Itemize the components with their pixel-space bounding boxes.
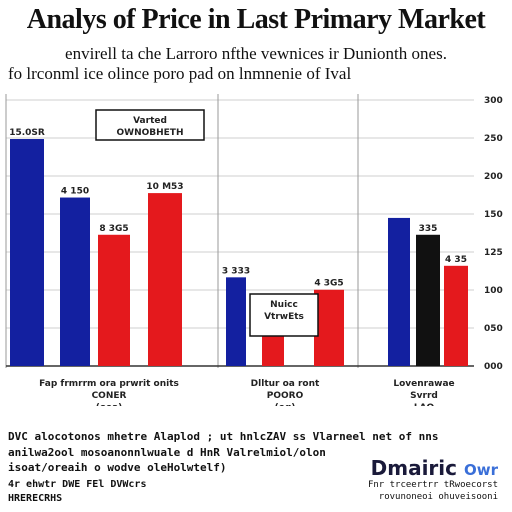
category-label: POORO [267, 391, 304, 401]
logo-main-text: Dmairic [370, 456, 458, 480]
annotation-text: OWNOBHETH [117, 128, 184, 138]
bars [10, 139, 468, 366]
chart-subtitle-line2: fo lrconml ice olince poro pad on lnmnen… [8, 64, 352, 83]
y-tick-label: 250 [484, 134, 503, 144]
bar [262, 330, 284, 366]
chart-subtitle-line1: envirell ta che Larroro nfthe vewnices i… [65, 44, 447, 63]
y-tick-label: 150 [484, 210, 503, 220]
category-label: Dlltur oa ront [251, 379, 320, 389]
y-axis-ticks: 300 250 200 150 125 100 050 000 [484, 96, 503, 372]
category-label: CONER [92, 391, 127, 401]
bar-value-label: 3 333 [222, 266, 250, 276]
brand-logo: Dmairic Owr [371, 456, 498, 480]
y-tick-label: 125 [484, 248, 503, 258]
bar [444, 265, 468, 366]
footer-line-4: 4r ehwtr DWE FEl DVWcrs [8, 479, 147, 490]
bar [388, 217, 410, 366]
category-label: (eg) [275, 403, 296, 406]
bar [98, 234, 130, 366]
annotation-text: VtrwEts [264, 312, 304, 322]
bar-value-label: 10 M53 [146, 182, 183, 192]
category-label: Lovenrawae [393, 379, 454, 389]
footer-line-5: HRERECRHS [8, 493, 63, 504]
bar [148, 193, 182, 366]
bar-value-label: 4 3G5 [314, 279, 343, 289]
category-label: LAO [414, 403, 435, 406]
bar-value-label: 335 [419, 224, 438, 234]
bar-value-label: 15.0SR [9, 128, 45, 138]
category-label: (oea) [96, 403, 123, 406]
y-tick-label: 100 [484, 286, 503, 296]
legend-boxes: Varted OWNOBHETH Nuicc VtrwEts [95, 109, 319, 337]
bar-value-label: 4 150 [61, 187, 89, 197]
footer-line-3: isoat/oreaih o wodve oleHolwtelf) [8, 461, 227, 474]
y-tick-label: 200 [484, 172, 503, 182]
annotation-text: Nuicc [270, 300, 298, 310]
category-label: Svrrd [410, 391, 438, 401]
annotation-text: Varted [133, 116, 167, 126]
bar [10, 139, 44, 366]
bar [226, 277, 246, 366]
y-tick-label: 050 [484, 324, 503, 334]
bar [314, 289, 344, 366]
bar-chart: 15.0SR 4 150 8 3G5 10 M53 Fap frmrrm ora prw… [5, 94, 503, 406]
footer-right-1: Fnr trceertrr tRwoecorst [367, 480, 498, 490]
bar-value-label: 8 3G5 [99, 224, 128, 234]
chart-title: Analys of Price in Last Primary Market [26, 4, 486, 35]
footer-line-2: anilwa2ool mosoanonnlwuale d HnR Valrelm… [8, 446, 326, 459]
annotation-box [95, 109, 205, 141]
y-tick-label: 300 [484, 96, 503, 106]
y-tick-label: 000 [484, 362, 503, 372]
logo-accent-text: Owr [463, 461, 498, 479]
bar [416, 234, 440, 366]
footer-right-2: rovunoneoi ohuveisooni [378, 492, 498, 502]
footer-line-1: DVC alocotonos mhetre Alaplod ; ut hnlcZ… [8, 430, 439, 443]
bar [60, 197, 90, 366]
annotation-box [249, 293, 319, 337]
bar-value-label: 4 35 [445, 255, 467, 265]
category-label: Fap frmrrm ora prwrit onits [39, 379, 179, 389]
